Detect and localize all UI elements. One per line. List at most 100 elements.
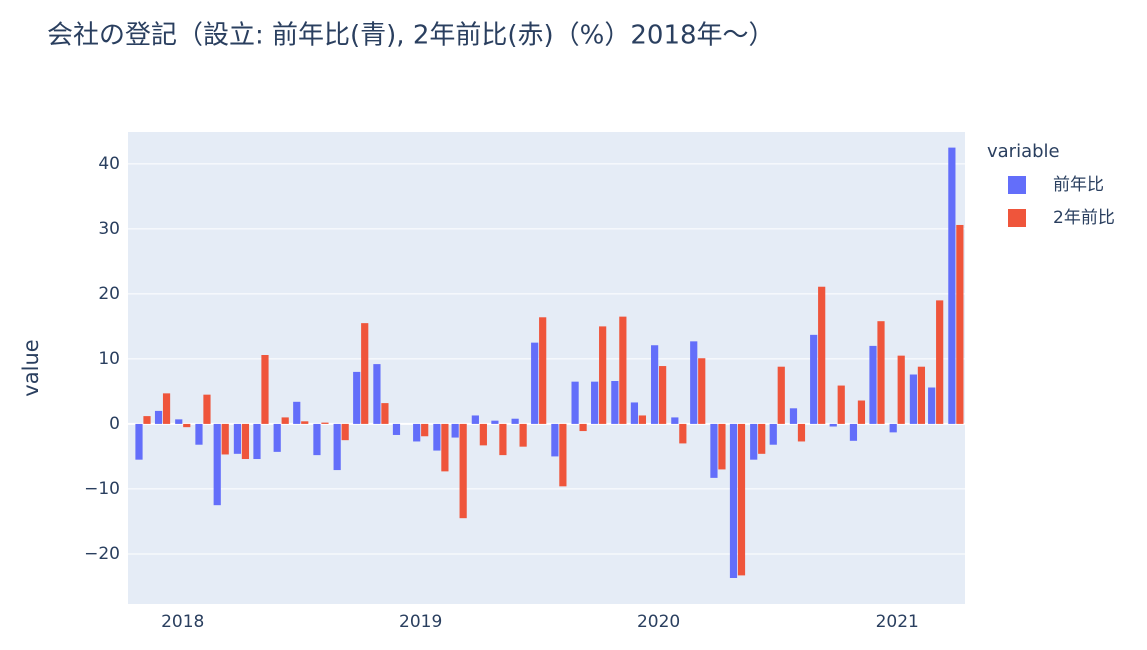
y-tick-label: 10 [98, 349, 120, 369]
bar [451, 423, 459, 438]
bar [729, 423, 738, 578]
x-tick-label: 2020 [637, 612, 680, 632]
bar [718, 423, 726, 470]
bar [421, 423, 429, 437]
bar [392, 423, 401, 435]
bar [441, 423, 449, 472]
bar [758, 423, 766, 454]
bar [849, 423, 858, 441]
bar [135, 423, 143, 460]
bar [789, 408, 798, 424]
legend-label: 前年比 [1053, 175, 1104, 195]
bar [361, 323, 369, 424]
bar [162, 393, 171, 424]
bar [630, 402, 639, 424]
bar [233, 423, 242, 454]
bar [293, 401, 301, 424]
bar [611, 381, 619, 424]
legend-swatch [1008, 209, 1026, 227]
bar [889, 423, 897, 433]
bar [679, 423, 687, 444]
bar [769, 423, 777, 445]
y-tick-label: 0 [109, 414, 120, 434]
bar [321, 422, 329, 424]
bar [203, 394, 211, 424]
bar [479, 423, 487, 446]
bar [373, 364, 381, 424]
bar [213, 423, 221, 506]
bar [154, 410, 163, 424]
bar [261, 354, 269, 424]
bar [599, 326, 607, 424]
bar [869, 345, 877, 424]
bar [777, 366, 785, 424]
bar [710, 423, 718, 478]
bar [413, 423, 421, 442]
bar [281, 417, 289, 424]
bar [671, 417, 679, 424]
bar [829, 423, 837, 427]
bar [353, 371, 361, 424]
bar [531, 342, 539, 424]
bar [810, 334, 818, 424]
bar [519, 423, 527, 447]
bar [381, 403, 389, 424]
bar [897, 355, 905, 424]
chart-title: 会社の登記（設立: 前年比(青), 2年前比(赤)（%）2018年〜） [47, 21, 775, 51]
bar [909, 374, 918, 424]
legend-title: variable [987, 141, 1060, 162]
bar [619, 316, 627, 424]
bar [591, 381, 599, 424]
bar [471, 415, 479, 424]
bar [195, 423, 203, 445]
bar [183, 423, 191, 428]
bar [539, 317, 547, 424]
bar [571, 381, 579, 424]
bar [690, 341, 698, 424]
bar [638, 415, 647, 424]
bar [511, 418, 519, 424]
bar [301, 421, 309, 424]
bar [659, 366, 667, 424]
y-tick-label: −20 [84, 544, 120, 564]
bar [341, 423, 349, 441]
bar [948, 147, 956, 424]
bar [698, 358, 706, 424]
bar [837, 385, 845, 424]
bar [459, 423, 467, 519]
bar [797, 423, 806, 442]
bar [928, 387, 936, 424]
y-tick-label: 20 [98, 284, 120, 304]
bar [857, 400, 866, 424]
bar [737, 423, 746, 576]
bar [491, 420, 499, 424]
bar [221, 423, 229, 455]
bar [877, 321, 885, 424]
x-tick-label: 2021 [876, 612, 919, 632]
bar [651, 345, 659, 424]
bar [917, 366, 926, 424]
y-tick-label: −10 [84, 479, 120, 499]
bar [750, 423, 758, 460]
bar [559, 423, 567, 487]
bar [313, 423, 321, 456]
bar [551, 423, 559, 457]
y-tick-label: 40 [98, 154, 120, 174]
bar [433, 423, 441, 451]
bar [273, 423, 281, 452]
x-tick-label: 2019 [399, 612, 442, 632]
bar [579, 423, 587, 432]
bar [253, 423, 261, 460]
plot-area [128, 132, 965, 604]
legend-swatch [1008, 176, 1026, 194]
bar [143, 416, 151, 424]
bar [333, 423, 341, 471]
y-axis-label: value [19, 339, 43, 396]
bar [175, 419, 183, 424]
bar [818, 286, 826, 424]
bar [956, 224, 964, 424]
legend-label: 2年前比 [1053, 208, 1115, 228]
y-tick-label: 30 [98, 219, 120, 239]
bar [936, 300, 944, 424]
bar [241, 423, 250, 460]
